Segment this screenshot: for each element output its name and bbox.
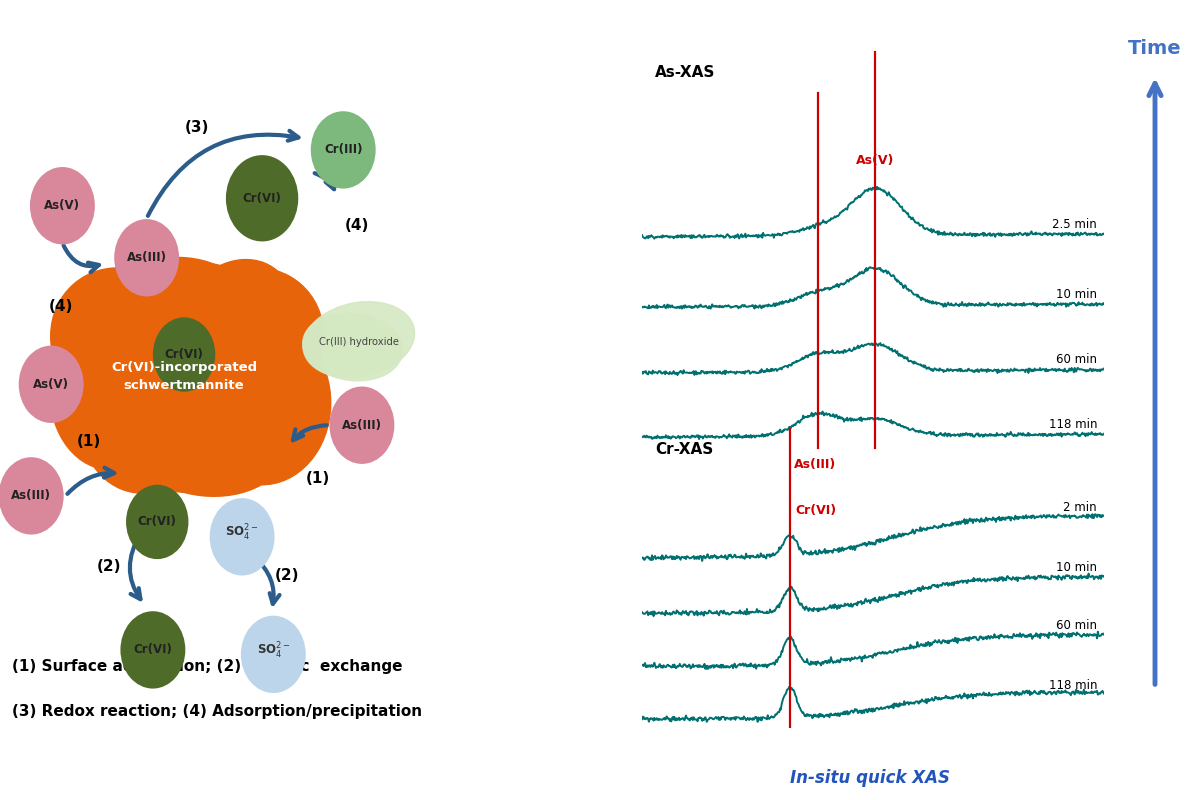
Text: 10 min: 10 min bbox=[1056, 288, 1097, 301]
Text: (3) Redox reaction; (4) Adsorption/precipitation: (3) Redox reaction; (4) Adsorption/preci… bbox=[12, 704, 422, 719]
Ellipse shape bbox=[193, 321, 331, 485]
Text: (4): (4) bbox=[344, 218, 370, 234]
Text: Time: Time bbox=[1128, 39, 1182, 58]
Text: As(III): As(III) bbox=[11, 490, 52, 502]
Text: 2 min: 2 min bbox=[1063, 501, 1097, 514]
Text: As(III): As(III) bbox=[342, 418, 382, 432]
Text: (1) Surface adsorption; (2) Anionic  exchange: (1) Surface adsorption; (2) Anionic exch… bbox=[12, 659, 403, 674]
Ellipse shape bbox=[82, 372, 193, 493]
Text: As(V): As(V) bbox=[44, 199, 80, 212]
Text: Cr(VI): Cr(VI) bbox=[242, 192, 282, 205]
Text: In-situ quick XAS: In-situ quick XAS bbox=[790, 769, 950, 786]
Ellipse shape bbox=[88, 258, 250, 370]
Text: (4): (4) bbox=[49, 298, 73, 314]
Ellipse shape bbox=[182, 259, 292, 368]
Text: SO$_4^{2-}$: SO$_4^{2-}$ bbox=[257, 641, 290, 661]
Text: (3): (3) bbox=[185, 120, 209, 135]
Ellipse shape bbox=[302, 314, 402, 381]
Ellipse shape bbox=[88, 358, 287, 492]
Text: (1): (1) bbox=[306, 471, 330, 486]
Text: As(III): As(III) bbox=[127, 251, 167, 264]
Text: Cr(VI): Cr(VI) bbox=[138, 515, 176, 529]
Text: (1): (1) bbox=[77, 434, 101, 449]
Circle shape bbox=[30, 167, 95, 245]
Text: As(V): As(V) bbox=[856, 154, 894, 166]
Text: 118 min: 118 min bbox=[1049, 418, 1097, 430]
Circle shape bbox=[126, 485, 188, 559]
Text: As-XAS: As-XAS bbox=[655, 65, 715, 80]
Text: As(V): As(V) bbox=[34, 378, 70, 390]
Text: Cr(VI): Cr(VI) bbox=[164, 348, 204, 361]
Text: 118 min: 118 min bbox=[1049, 678, 1097, 692]
Text: 60 min: 60 min bbox=[1056, 353, 1097, 366]
Circle shape bbox=[311, 111, 376, 189]
Text: Cr(VI): Cr(VI) bbox=[796, 504, 836, 517]
Ellipse shape bbox=[304, 302, 414, 378]
Text: (2): (2) bbox=[275, 568, 299, 583]
Text: 10 min: 10 min bbox=[1056, 562, 1097, 574]
Text: Cr-XAS: Cr-XAS bbox=[655, 442, 713, 457]
Ellipse shape bbox=[175, 268, 324, 419]
Ellipse shape bbox=[50, 268, 199, 419]
Text: 60 min: 60 min bbox=[1056, 618, 1097, 632]
Circle shape bbox=[114, 219, 179, 297]
Text: Cr(III): Cr(III) bbox=[324, 143, 362, 157]
Text: As(III): As(III) bbox=[794, 458, 836, 471]
Circle shape bbox=[152, 318, 215, 392]
Text: Cr(III) hydroxide: Cr(III) hydroxide bbox=[319, 337, 398, 347]
Circle shape bbox=[210, 498, 275, 575]
Ellipse shape bbox=[49, 306, 175, 470]
Circle shape bbox=[241, 616, 306, 693]
Text: (2): (2) bbox=[97, 559, 121, 574]
Text: SO$_4^{2-}$: SO$_4^{2-}$ bbox=[226, 523, 259, 543]
Text: 2.5 min: 2.5 min bbox=[1052, 218, 1097, 230]
Circle shape bbox=[120, 611, 185, 689]
Text: Cr(VI): Cr(VI) bbox=[133, 643, 173, 656]
Ellipse shape bbox=[62, 262, 312, 485]
Text: Cr(VI)-incorporated
schwertmannite: Cr(VI)-incorporated schwertmannite bbox=[112, 362, 257, 392]
Circle shape bbox=[19, 346, 84, 423]
Ellipse shape bbox=[125, 384, 287, 496]
Circle shape bbox=[0, 457, 64, 534]
Circle shape bbox=[226, 155, 299, 242]
Circle shape bbox=[330, 386, 395, 464]
